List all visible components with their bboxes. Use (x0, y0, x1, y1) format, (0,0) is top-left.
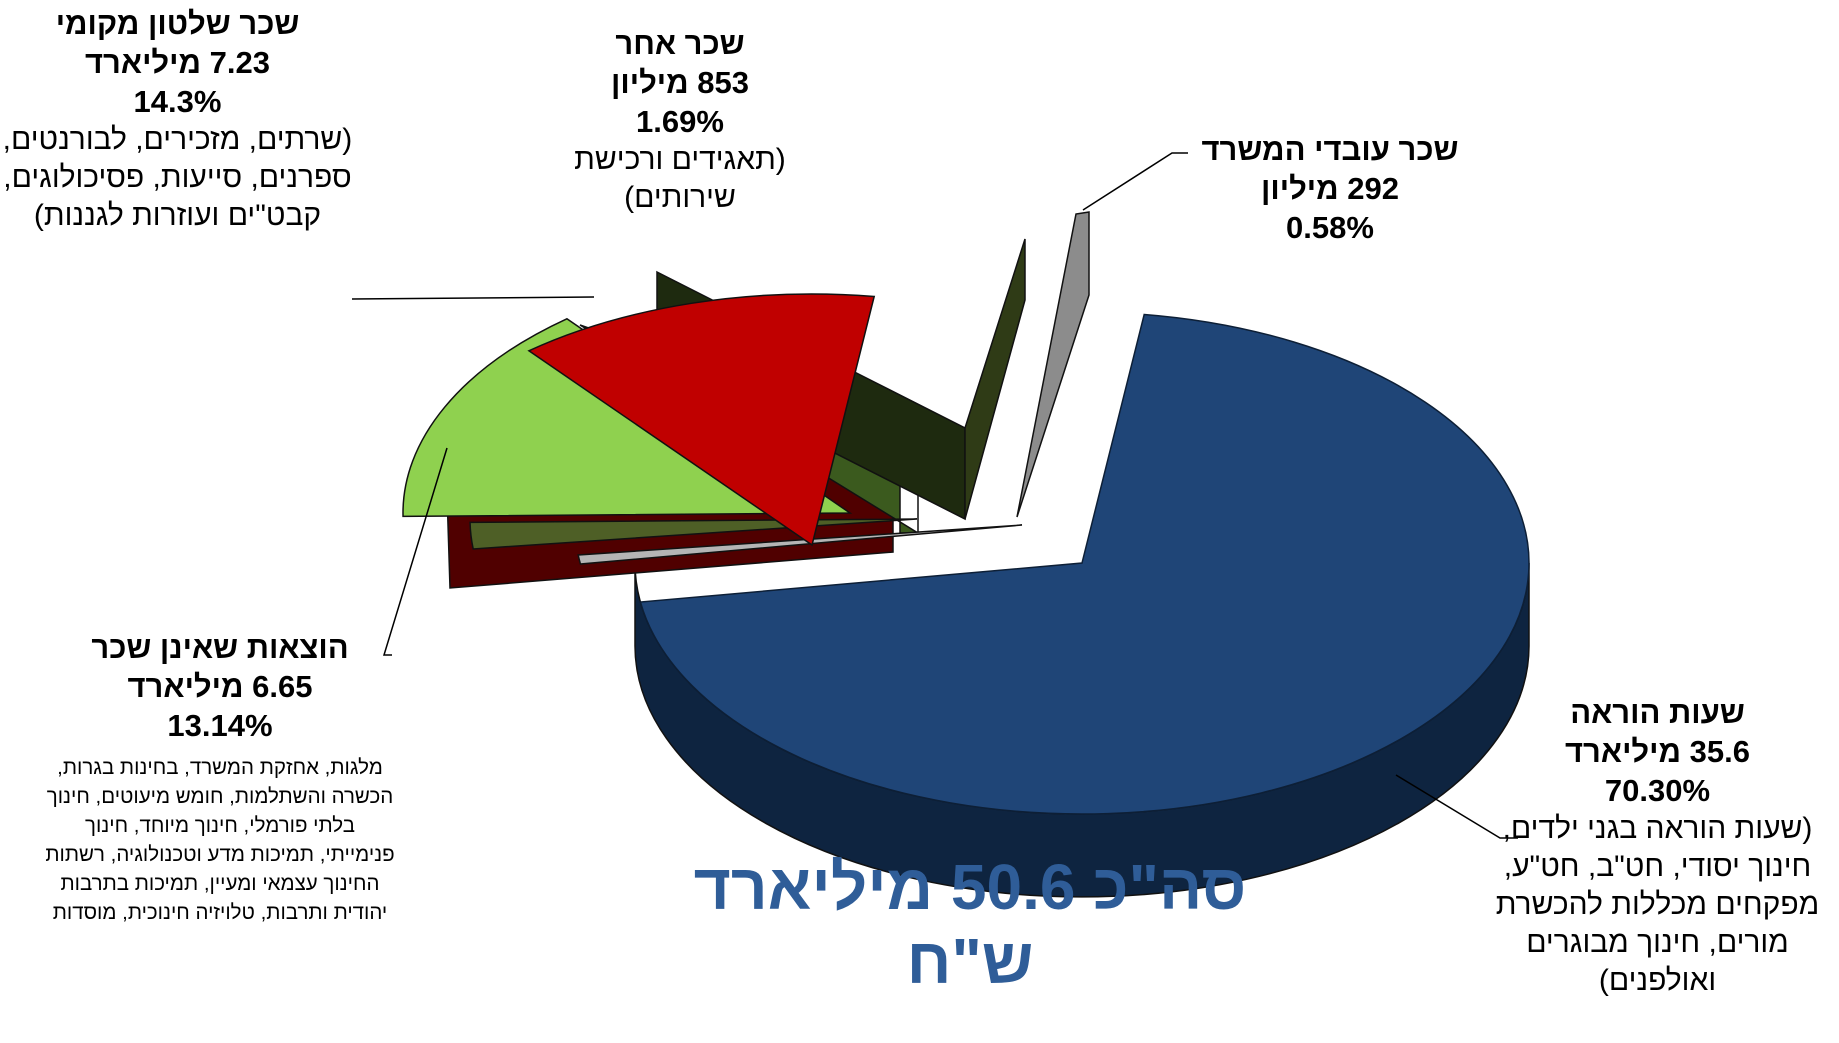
label-sheot-horaa-desc: (שעות הוראה בגני ילדים, חינוך יסודי, חט"… (1495, 812, 1820, 997)
label-sachar-acher-name: שכר אחר (615, 26, 745, 61)
slice-gray-side (1016, 211, 1090, 518)
slice-olive-side-right (964, 238, 1026, 520)
chart-total-label: סה"כ 50.6 מיליארד ש"ח (693, 851, 1247, 997)
leader-line-sheot-horaa (1395, 774, 1518, 839)
label-ovdei-hamisrad-name: שכר עובדי המשרד (1201, 132, 1459, 167)
label-hotzaot-amount: 6.65 מיליארד (127, 669, 313, 704)
label-sachar-acher-percent: 1.69% (636, 104, 724, 139)
label-ovdei-hamisrad-amount: 292 מיליון (1261, 171, 1399, 206)
leader-line-shilton-mekomi (351, 296, 595, 300)
label-sheot-horaa-amount: 35.6 מיליארד (1565, 734, 1750, 769)
label-sachar-acher-amount: 853 מיליון (611, 65, 749, 100)
slice-sheot-horaa (639, 313, 1530, 815)
label-shilton-mekomi-amount: 7.23 מיליארד (85, 45, 270, 80)
label-sheot-horaa: שעות הוראה 35.6 מיליארד 70.30% (שעות הור… (1480, 693, 1835, 1000)
label-sachar-acher: שכר אחר 853 מיליון 1.69% (תאגידים ורכישת… (545, 24, 815, 217)
label-hotzaot: הוצאות שאינן שכר 6.65 מיליארד 13.14% מלג… (45, 628, 395, 927)
leader-line-hotzaot (382, 447, 448, 656)
label-shilton-mekomi-percent: 14.3% (133, 84, 222, 119)
slice-hotzaot-sheeinan-sachar (527, 293, 876, 547)
label-hotzaot-name: הוצאות שאינן שכר (91, 630, 349, 665)
slice-sachar-ovdei-hamisrad (577, 524, 1023, 565)
label-shilton-mekomi: שכר שלטון מקומי 7.23 מיליארד 14.3% (שרתי… (0, 4, 355, 235)
label-sachar-acher-desc: (תאגידים ורכישת שירותים) (574, 143, 786, 214)
leader-line-ovdei-hamisrad (1082, 152, 1188, 211)
label-ovdei-hamisrad: שכר עובדי המשרד 292 מיליון 0.58% (1185, 130, 1475, 247)
label-hotzaot-percent: 13.14% (167, 708, 273, 743)
label-sheot-horaa-percent: 70.30% (1604, 773, 1711, 808)
label-ovdei-hamisrad-percent: 0.58% (1286, 210, 1374, 245)
label-shilton-mekomi-desc: (שרתים, מזכירים, לבורנטים, ספרנים, סייעו… (2, 123, 353, 232)
label-shilton-mekomi-name: שכר שלטון מקומי (55, 6, 300, 41)
label-hotzaot-desc: מלגות, אחזקת המשרד, בחינות בגרות, הכשרה … (45, 756, 395, 924)
label-sheot-horaa-name: שעות הוראה (1570, 695, 1745, 730)
